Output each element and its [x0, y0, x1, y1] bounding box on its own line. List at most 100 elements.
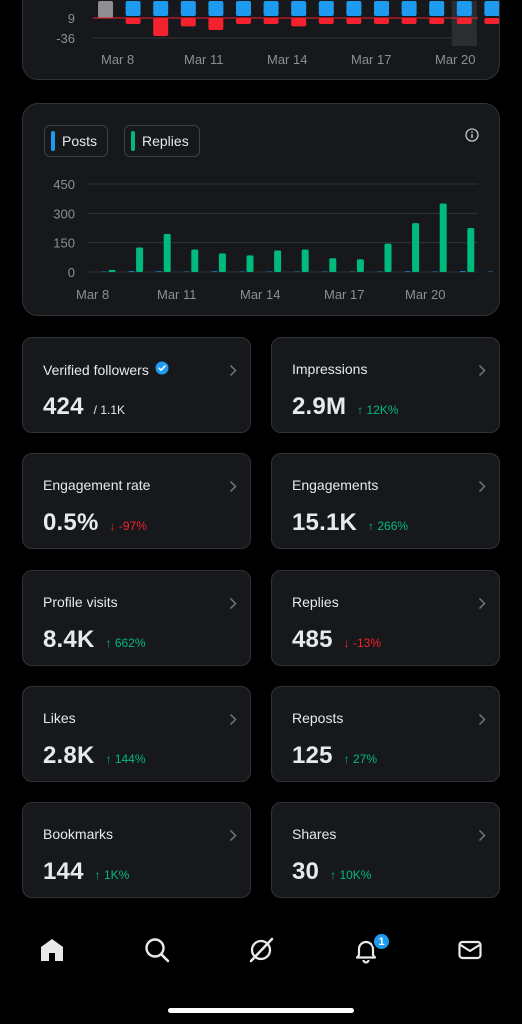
legend-posts-label: Posts	[62, 133, 98, 149]
xtick-label: Mar 14	[240, 287, 280, 302]
bottom-nav	[0, 920, 522, 982]
top-bar-positive	[374, 1, 389, 16]
posts-bar	[459, 271, 466, 272]
metric-change: ↑ 10K%	[330, 868, 372, 882]
metric-tile-profile-visits[interactable]: Profile visits 8.4K ↑ 662%	[22, 570, 251, 666]
replies-bar	[384, 243, 392, 272]
notification-badge: 1	[372, 932, 391, 951]
chevron-right-icon	[478, 480, 486, 498]
posts-bar	[404, 271, 411, 272]
metric-change: ↑ 27%	[343, 752, 378, 766]
metric-label-row: Likes	[43, 710, 76, 726]
chevron-right-icon	[478, 364, 486, 382]
replies-bar	[439, 203, 447, 272]
legend-replies[interactable]: Replies	[124, 125, 200, 157]
metric-value: 0.5%	[43, 509, 99, 536]
replies-bar	[467, 228, 475, 272]
metric-label-row: Bookmarks	[43, 826, 113, 842]
legend-replies-label: Replies	[142, 133, 189, 149]
metric-label: Likes	[43, 710, 76, 726]
legend-posts[interactable]: Posts	[44, 125, 109, 157]
nav-home[interactable]	[34, 932, 70, 968]
top-xtick-label: Mar 8	[101, 52, 134, 67]
top-bar-negative	[401, 18, 417, 24]
metric-tile-bookmarks[interactable]: Bookmarks 144 ↑ 1K%	[22, 802, 251, 898]
metric-tile-likes[interactable]: Likes 2.8K ↑ 144%	[22, 686, 251, 782]
top-bar-positive	[484, 1, 499, 16]
metric-change: ↑ 1K%	[94, 868, 130, 882]
metric-label: Bookmarks	[43, 826, 114, 842]
metric-value-row: 30 ↑ 10K%	[292, 858, 371, 886]
metric-label-row: Shares	[292, 826, 336, 842]
metric-label: Replies	[292, 594, 339, 610]
metric-value-row: 424 / 1.1K	[43, 393, 125, 421]
metric-tile-shares[interactable]: Shares 30 ↑ 10K%	[271, 802, 500, 898]
metric-tile-reposts[interactable]: Reposts 125 ↑ 27%	[271, 686, 500, 782]
metric-label: Engagement rate	[43, 477, 151, 493]
metric-label-row: Replies	[292, 594, 339, 610]
metric-value-row: 0.5% ↓ -97%	[43, 509, 147, 537]
metric-label: Verified followers	[43, 361, 149, 378]
metric-value: 125	[292, 742, 333, 769]
chevron-right-icon	[229, 713, 237, 731]
ytick-label: 150	[53, 236, 75, 251]
metric-label-row: Profile visits	[43, 594, 118, 610]
nav-search[interactable]	[139, 932, 175, 968]
metric-label: Reposts	[292, 710, 344, 726]
metric-total: / 1.1K	[93, 403, 126, 417]
top-bar-negative	[125, 18, 141, 24]
metric-label-row: Engagement rate	[43, 477, 150, 493]
nav-messages[interactable]	[452, 932, 488, 968]
top-bar-positive	[125, 1, 141, 16]
top-bar-negative	[291, 18, 307, 27]
metric-label-row: Engagements	[292, 477, 378, 493]
top-xtick-label: Mar 20	[435, 52, 475, 67]
metric-tile-engagement-rate[interactable]: Engagement rate 0.5% ↓ -97%	[22, 453, 251, 549]
top-xtick-label: Mar 17	[351, 52, 391, 67]
replies-swatch	[131, 131, 135, 151]
metric-label-row: Impressions	[292, 361, 367, 377]
metric-change: ↓ -13%	[343, 636, 382, 650]
top-bar-negative	[153, 18, 169, 36]
metric-label-row: Verified followers	[43, 361, 169, 378]
ytick-label: 300	[53, 206, 75, 221]
metric-value-row: 2.8K ↑ 144%	[43, 742, 146, 770]
info-icon[interactable]	[465, 128, 479, 147]
top-bar-positive	[153, 1, 169, 16]
top-bar-negative	[263, 18, 279, 24]
chevron-right-icon	[229, 829, 237, 847]
metric-value-row: 144 ↑ 1K%	[43, 858, 129, 886]
replies-bar	[163, 233, 171, 272]
metric-value: 2.8K	[43, 742, 95, 769]
nav-grok[interactable]	[243, 932, 279, 968]
ytick-label: 0	[68, 265, 75, 280]
metric-label: Shares	[292, 826, 337, 842]
metric-label: Profile visits	[43, 594, 118, 610]
chevron-right-icon	[478, 597, 486, 615]
metric-tile-verified-followers[interactable]: Verified followers 424 / 1.1K	[22, 337, 251, 433]
replies-bar	[301, 249, 309, 272]
metric-value: 2.9M	[292, 393, 347, 420]
top-bar-positive	[236, 1, 251, 16]
metric-tile-impressions[interactable]: Impressions 2.9M ↑ 12K%	[271, 337, 500, 433]
metric-tile-replies[interactable]: Replies 485 ↓ -13%	[271, 570, 500, 666]
metric-value: 424	[43, 393, 84, 420]
replies-bar	[108, 270, 116, 272]
metric-tile-engagements[interactable]: Engagements 15.1K ↑ 266%	[271, 453, 500, 549]
top-bar-positive	[456, 1, 472, 16]
ytick-label: 450	[53, 177, 75, 192]
posts-bar	[156, 271, 163, 272]
metric-change: ↑ 144%	[105, 752, 146, 766]
home-indicator[interactable]	[168, 1008, 354, 1013]
metric-change: ↑ 266%	[368, 519, 409, 533]
engagement-delta-chart-card: 9 -36 Mar 8 Mar 11 Mar 14 Mar 17 Mar 20	[22, 0, 500, 80]
nav-notifications[interactable]	[348, 932, 384, 968]
top-xtick-label: Mar 14	[267, 52, 307, 67]
top-bar-negative	[318, 18, 334, 24]
chevron-right-icon	[478, 713, 486, 731]
engagement-delta-chart: 9 -36 Mar 8 Mar 11 Mar 14 Mar 17 Mar 20	[56, 1, 499, 67]
search-icon	[145, 938, 170, 963]
chevron-right-icon	[229, 597, 237, 615]
top-bar-positive	[263, 1, 279, 16]
